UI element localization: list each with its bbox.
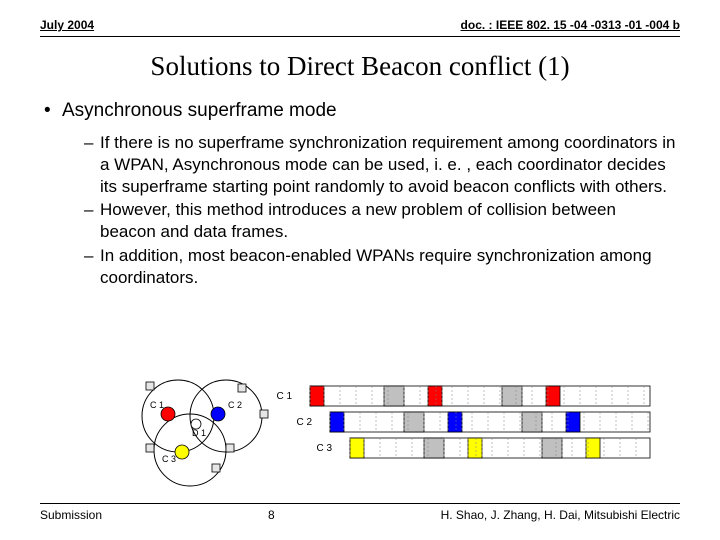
slide-header: July 2004 doc. : IEEE 802. 15 -04 -0313 …	[0, 0, 720, 36]
slide-body: Asynchronous superframe mode If there is…	[0, 82, 720, 288]
footer-right: H. Shao, J. Zhang, H. Dai, Mitsubishi El…	[441, 508, 680, 522]
svg-text:C 2: C 2	[228, 400, 242, 410]
sub-bullet: In addition, most beacon-enabled WPANs r…	[44, 245, 676, 289]
sub-bullet: However, this method introduces a new pr…	[44, 199, 676, 243]
footer-page: 8	[268, 508, 275, 522]
footer-left: Submission	[40, 508, 102, 522]
footer-rule	[40, 503, 680, 504]
svg-text:C 1: C 1	[150, 400, 164, 410]
bullet-main: Asynchronous superframe mode	[44, 100, 676, 122]
sub-bullet: If there is no superframe synchronizatio…	[44, 132, 676, 197]
slide-title: Solutions to Direct Beacon conflict (1)	[0, 51, 720, 82]
svg-text:C 3: C 3	[162, 454, 176, 464]
header-doc-id: doc. : IEEE 802. 15 -04 -0313 -01 -004 b	[461, 18, 680, 32]
svg-text:C 2: C 2	[296, 417, 312, 428]
diagram: C 1 C 2 C 3 D 1 C 1 C 2 C 3	[110, 368, 670, 488]
header-rule	[40, 36, 680, 37]
svg-text:C 3: C 3	[316, 443, 332, 454]
svg-text:C 1: C 1	[276, 391, 292, 402]
svg-text:D 1: D 1	[192, 428, 206, 438]
header-date: July 2004	[40, 18, 94, 32]
slide-footer: Submission 8 H. Shao, J. Zhang, H. Dai, …	[40, 503, 680, 522]
